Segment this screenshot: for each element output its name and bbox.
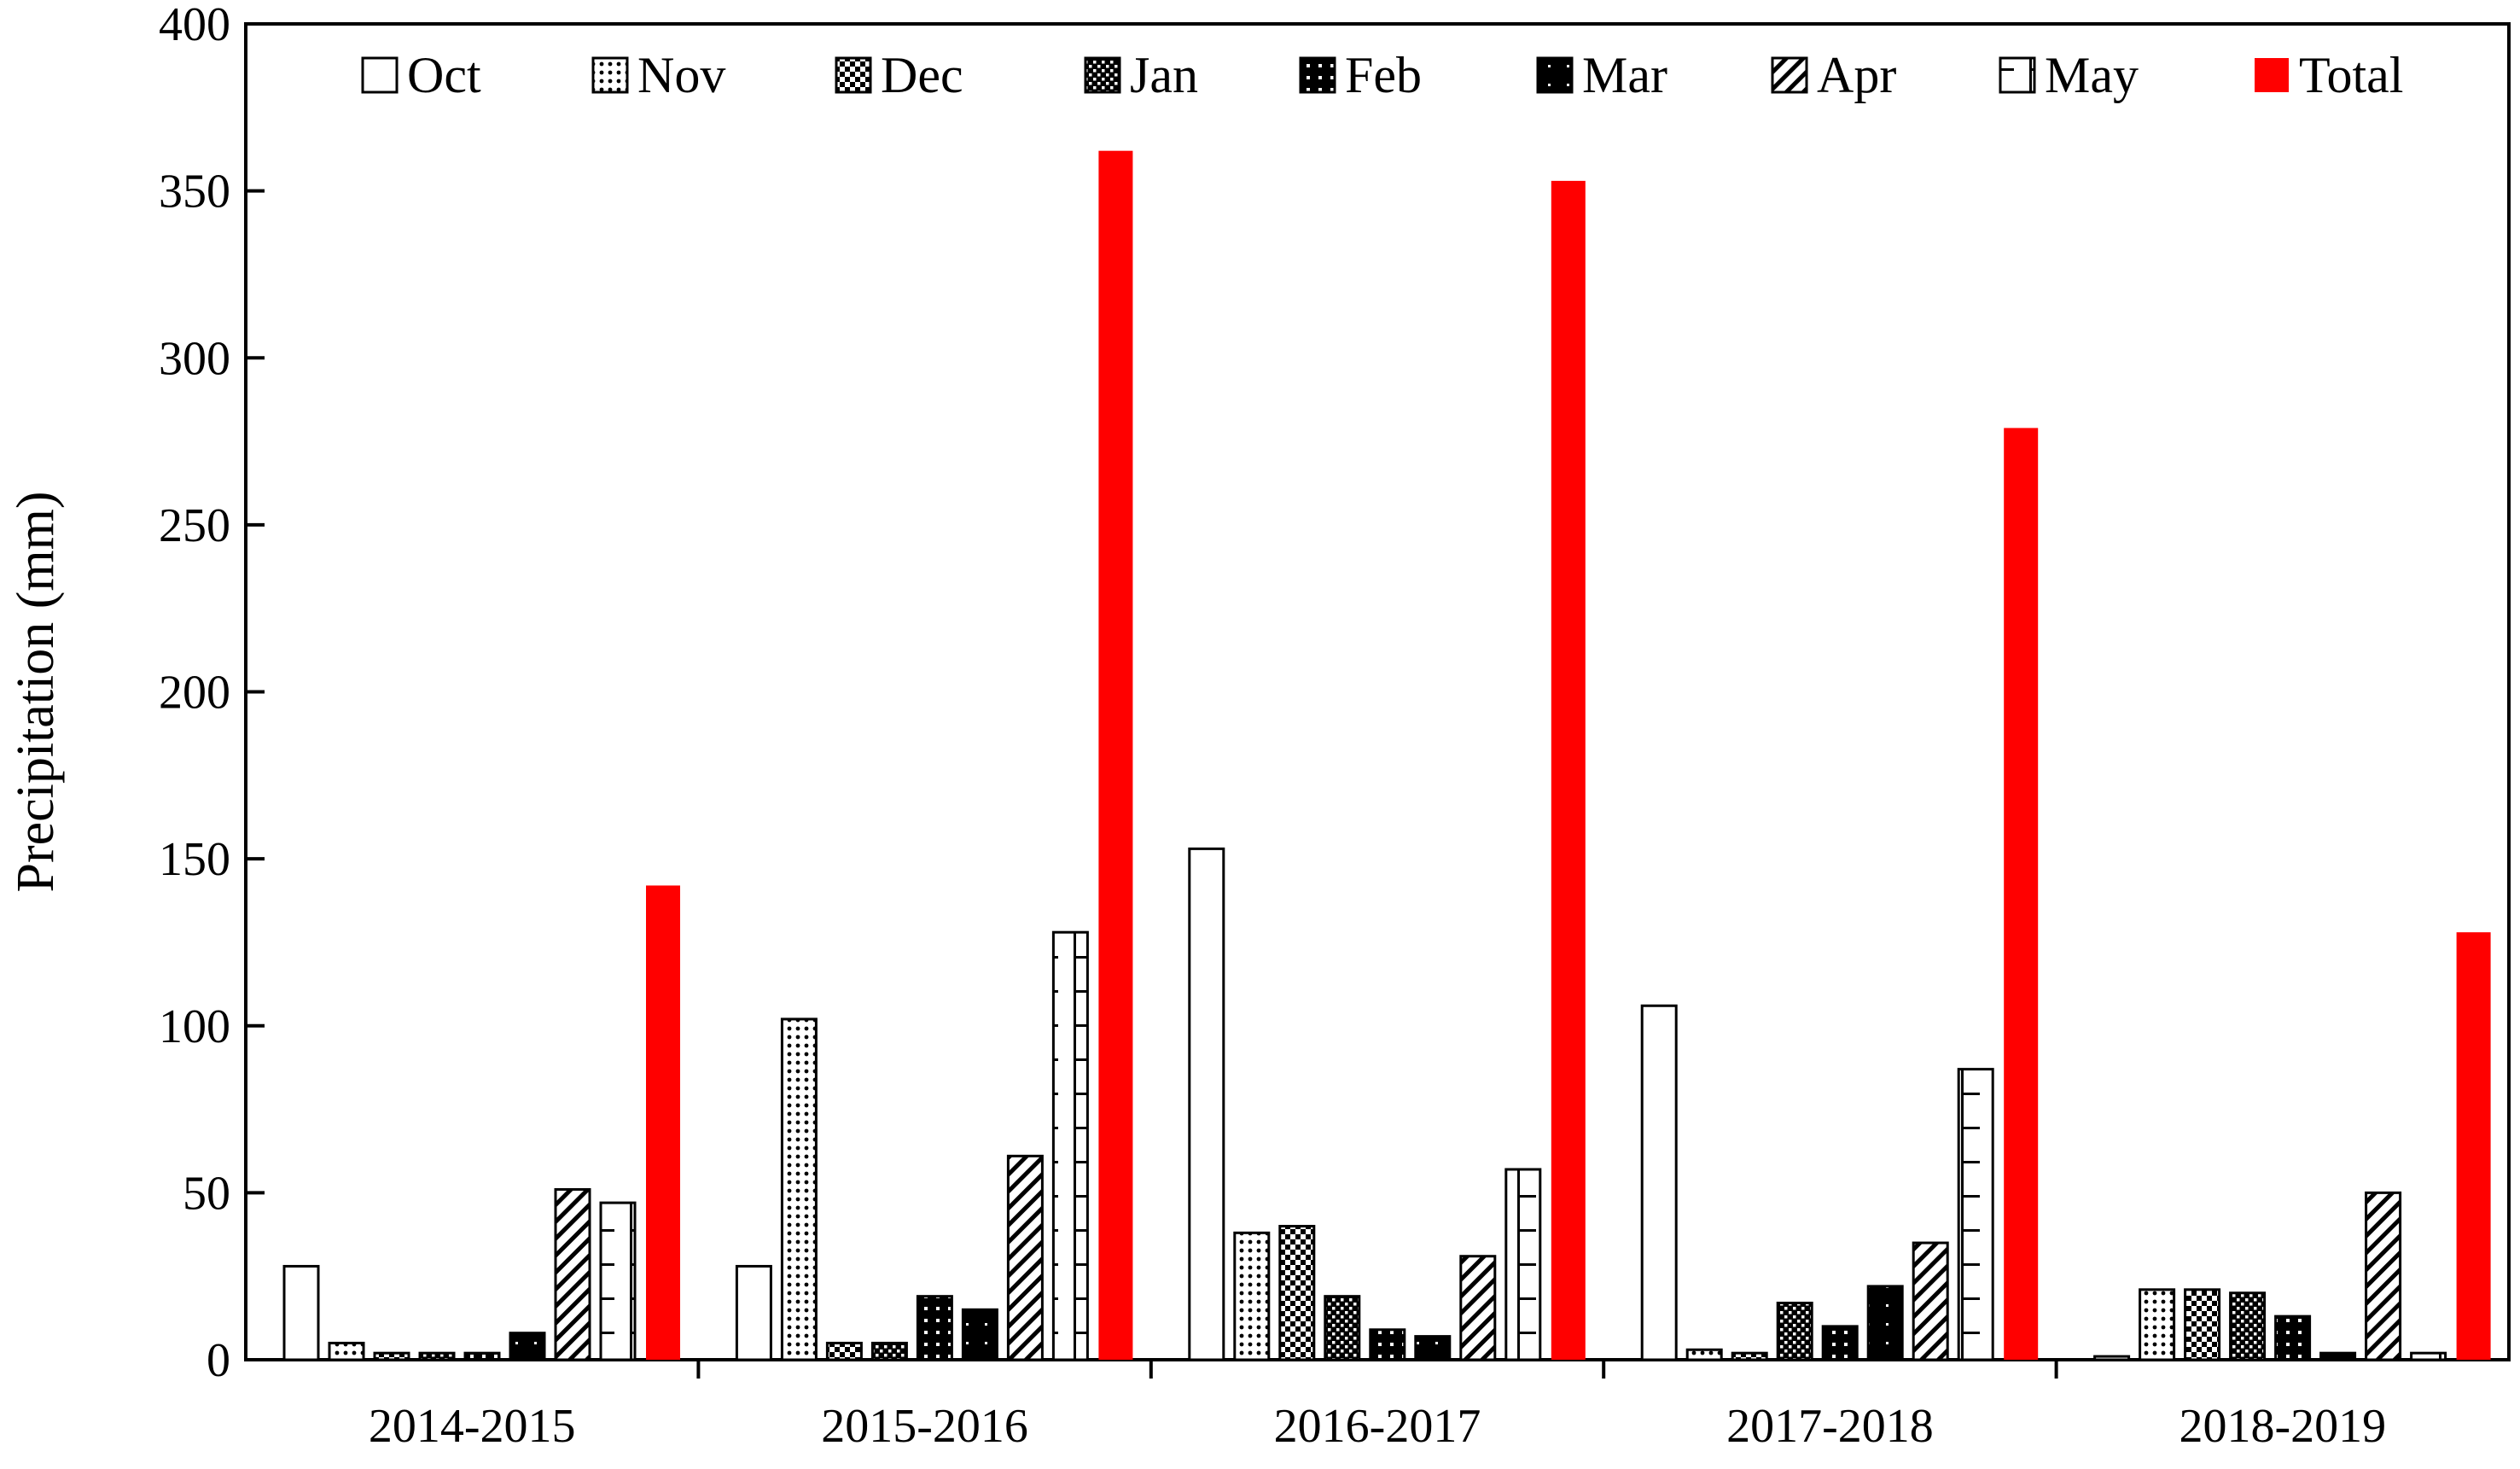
bar-may-2014-2015 [599, 1201, 637, 1361]
bar-feb-2016-2017 [1369, 1328, 1406, 1361]
y-tick-label: 200 [159, 667, 230, 720]
y-tick-label: 250 [159, 499, 230, 552]
y-tick-label: 350 [159, 166, 230, 219]
bar-oct-2018-2019 [2093, 1355, 2131, 1361]
bar-feb-2017-2018 [1821, 1325, 1859, 1361]
bar-may-2015-2016 [1051, 930, 1089, 1361]
bar-apr-2015-2016 [1006, 1154, 1044, 1361]
bar-apr-2016-2017 [1459, 1255, 1497, 1361]
bar-apr-2017-2018 [1912, 1241, 1949, 1361]
legend-label-apr: Apr [1817, 47, 1896, 103]
bar-apr-2014-2015 [554, 1187, 591, 1361]
bar-total-2018-2019 [2456, 932, 2491, 1360]
legend-swatch-mar [1536, 56, 1574, 94]
legend: Oct Nov Dec Jan Feb Mar Apr May Total [361, 47, 2403, 103]
bar-may-2018-2019 [2410, 1351, 2447, 1361]
bar-total-2015-2016 [1098, 150, 1133, 1360]
bar-mar-2014-2015 [509, 1332, 546, 1361]
bar-jan-2014-2015 [418, 1351, 456, 1361]
bar-jan-2017-2018 [1776, 1301, 1813, 1361]
plot-area: 0 50 100 150 200 250 300 350 400 Precipitation (m… [7, 0, 2511, 1453]
bar-oct-2014-2015 [282, 1264, 320, 1361]
x-category-label: 2018-2019 [2179, 1400, 2386, 1453]
bar-mar-2017-2018 [1866, 1285, 1904, 1361]
legend-label-oct: Oct [407, 47, 481, 103]
bar-oct-2017-2018 [1640, 1004, 1678, 1361]
legend-swatch-nov [591, 56, 629, 94]
legend-label-nov: Nov [637, 47, 725, 103]
bar-feb-2018-2019 [2274, 1315, 2312, 1361]
legend-label-feb: Feb [1345, 47, 1422, 103]
legend-label-total: Total [2299, 47, 2403, 103]
bar-dec-2014-2015 [373, 1351, 410, 1361]
bar-jan-2015-2016 [870, 1341, 908, 1361]
bar-jan-2016-2017 [1324, 1295, 1361, 1361]
bar-dec-2018-2019 [2184, 1288, 2221, 1361]
y-tick-label: 0 [207, 1334, 230, 1387]
bar-nov-2014-2015 [328, 1341, 365, 1361]
bar-nov-2017-2018 [1685, 1348, 1723, 1361]
legend-label-may: May [2045, 47, 2139, 103]
bar-oct-2016-2017 [1188, 847, 1225, 1361]
bar-total-2014-2015 [646, 885, 680, 1360]
bar-total-2017-2018 [2004, 428, 2039, 1361]
bar-nov-2015-2016 [780, 1017, 818, 1361]
plot-frame [244, 22, 2511, 1361]
y-tick-label: 100 [159, 1000, 230, 1053]
bar-mar-2018-2019 [2319, 1351, 2357, 1361]
legend-swatch-jan [1084, 56, 1121, 94]
legend-swatch-may [1999, 56, 2036, 94]
legend-label-dec: Dec [881, 47, 963, 103]
x-category-label: 2014-2015 [369, 1400, 576, 1453]
bar-apr-2018-2019 [2365, 1191, 2402, 1361]
bar-may-2016-2017 [1504, 1168, 1542, 1361]
legend-swatch-oct [361, 56, 399, 94]
bar-dec-2017-2018 [1731, 1351, 1768, 1361]
y-tick-label: 150 [159, 833, 230, 886]
x-category-label: 2017-2018 [1726, 1400, 1934, 1453]
legend-swatch-apr [1771, 56, 1808, 94]
legend-swatch-dec [835, 56, 872, 94]
bar-nov-2016-2017 [1233, 1231, 1271, 1361]
y-axis-title: Precipitation (mm) [7, 491, 65, 892]
bar-mar-2016-2017 [1414, 1335, 1452, 1361]
legend-label-jan: Jan [1130, 47, 1198, 103]
bar-nov-2018-2019 [2139, 1288, 2176, 1361]
bar-mar-2015-2016 [961, 1308, 998, 1361]
bar-feb-2015-2016 [916, 1295, 953, 1361]
legend-swatch-feb [1299, 56, 1336, 94]
bar-total-2016-2017 [1551, 180, 1586, 1361]
y-tick-label: 400 [159, 0, 230, 51]
bar-dec-2016-2017 [1278, 1225, 1316, 1361]
bar-dec-2015-2016 [825, 1341, 863, 1361]
legend-swatch-total [2255, 58, 2289, 92]
y-tick-label: 50 [183, 1167, 230, 1220]
bar-may-2017-2018 [1957, 1068, 1994, 1361]
x-category-label: 2015-2016 [821, 1400, 1028, 1453]
y-tick-label: 300 [159, 332, 230, 385]
x-category-label: 2016-2017 [1274, 1400, 1481, 1453]
legend-label-mar: Mar [1582, 47, 1667, 103]
bar-jan-2018-2019 [2229, 1291, 2267, 1361]
bar-oct-2015-2016 [735, 1264, 772, 1361]
bar-feb-2014-2015 [463, 1351, 501, 1361]
